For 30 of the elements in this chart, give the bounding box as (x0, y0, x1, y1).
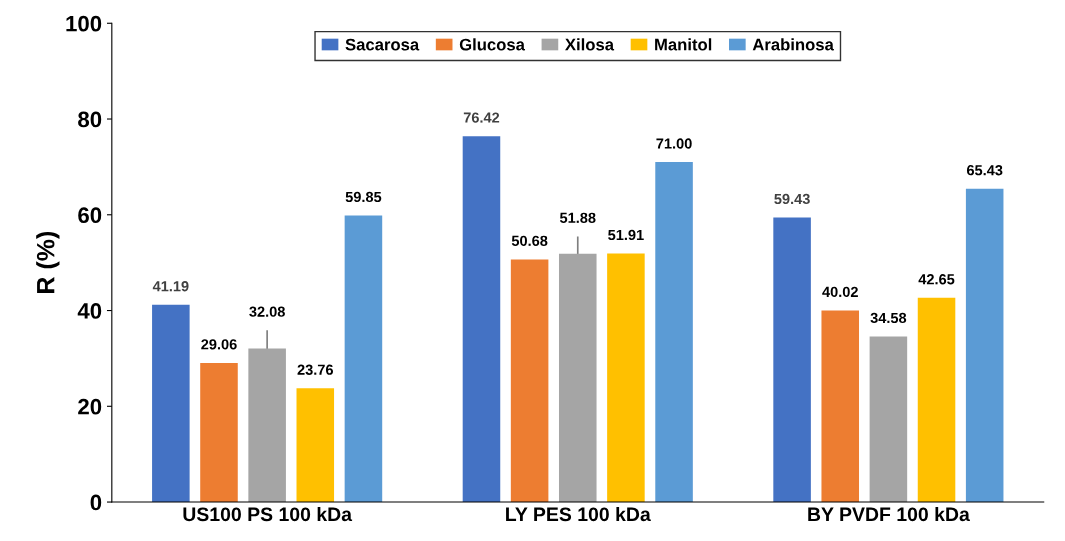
legend-label: Xilosa (565, 38, 615, 51)
y-axis-title: R (%) (36, 231, 60, 293)
data-label: 59.43 (774, 193, 810, 205)
y-tick-label: 80 (78, 111, 102, 128)
data-label: 42.65 (918, 274, 955, 285)
y-tick-label: 20 (78, 398, 102, 415)
data-label: 40.02 (822, 286, 858, 298)
data-label: 65.43 (966, 165, 1003, 176)
legend-label: Glucosa (459, 38, 526, 51)
x-tick-label: US100 PS 100 kDa (183, 506, 353, 522)
x-tick-label: BY PVDF 100 kDa (808, 506, 970, 522)
data-label: 51.91 (608, 229, 644, 241)
data-label: 34.58 (870, 312, 907, 324)
y-tick-label: 40 (77, 303, 102, 319)
y-tick-label: 60 (78, 207, 102, 224)
data-label: 29.06 (201, 339, 237, 350)
data-label: 51.88 (559, 212, 596, 223)
data-label: 41.19 (152, 281, 189, 292)
legend-label: Manitol (655, 38, 712, 51)
data-label: 50.68 (511, 235, 548, 246)
y-tick-label: 100 (66, 15, 102, 32)
data-label: 59.85 (345, 191, 382, 203)
x-tick-label: LY PES 100 kDa (506, 506, 651, 522)
legend-label: Sacarosa (345, 38, 420, 51)
data-label: 76.42 (463, 112, 500, 123)
legend-label: Arabinosa (752, 38, 834, 51)
y-tick-label: 0 (90, 494, 102, 511)
data-label: 23.76 (297, 364, 334, 375)
data-label: 71.00 (656, 138, 692, 149)
data-label: 32.08 (249, 306, 285, 317)
